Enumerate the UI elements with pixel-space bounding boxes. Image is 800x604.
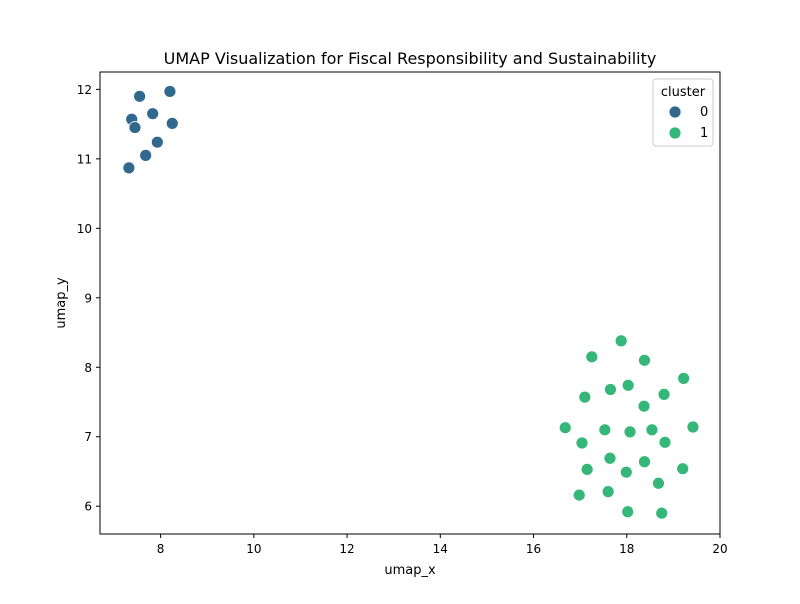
data-point-cluster-1	[657, 387, 671, 401]
data-point-cluster-1	[572, 488, 586, 502]
x-tick-label: 14	[433, 542, 448, 556]
y-tick-label: 6	[84, 500, 92, 514]
y-tick-label: 12	[77, 83, 92, 97]
plot-frame	[99, 71, 721, 535]
data-point-cluster-1	[601, 485, 615, 499]
data-point-cluster-1	[677, 371, 691, 385]
data-point-cluster-0	[150, 135, 164, 149]
legend-title: cluster	[661, 85, 706, 100]
data-point-cluster-1	[638, 353, 651, 367]
data-point-cluster-0	[163, 85, 177, 98]
data-point-cluster-1	[575, 436, 589, 450]
x-tick-label: 10	[246, 542, 261, 556]
x-tick-label: 18	[619, 542, 634, 556]
legend-label-0: 0	[700, 105, 708, 120]
data-point-cluster-1	[619, 465, 633, 479]
data-point-cluster-1	[686, 420, 700, 434]
data-point-cluster-0	[133, 89, 147, 103]
y-tick-label: 10	[77, 222, 92, 236]
data-point-cluster-0	[146, 107, 160, 121]
data-point-cluster-1	[638, 455, 651, 469]
data-point-cluster-1	[655, 506, 669, 520]
data-point-cluster-1	[585, 350, 599, 364]
y-tick-label: 11	[77, 152, 92, 166]
data-point-cluster-1	[614, 334, 628, 348]
data-point-cluster-1	[578, 390, 592, 404]
y-tick-label: 9	[84, 291, 92, 305]
legend-label-1: 1	[700, 126, 708, 141]
x-tick-label: 12	[339, 542, 354, 556]
chart-title: UMAP Visualization for Fiscal Responsibi…	[164, 49, 657, 68]
data-point-cluster-1	[645, 423, 659, 437]
data-point-cluster-0	[165, 117, 179, 130]
data-point-cluster-1	[604, 383, 617, 396]
data-point-cluster-1	[637, 399, 651, 413]
data-point-cluster-1	[658, 435, 672, 449]
legend-marker-0	[668, 105, 682, 119]
data-point-cluster-1	[621, 505, 635, 519]
y-axis-label: umap_y	[54, 277, 69, 329]
data-point-cluster-0	[139, 148, 153, 162]
data-point-cluster-1	[603, 451, 617, 465]
data-point-cluster-1	[676, 462, 690, 476]
data-point-cluster-1	[580, 462, 594, 476]
x-tick-label: 20	[712, 542, 727, 556]
y-tick-label: 7	[84, 430, 92, 444]
legend: cluster 0 1	[652, 78, 714, 147]
data-point-cluster-1	[621, 378, 635, 392]
x-tick-label: 16	[526, 542, 541, 556]
data-points	[122, 85, 700, 520]
legend-marker-1	[668, 126, 682, 140]
data-point-cluster-1	[623, 425, 637, 439]
x-tick-label: 8	[157, 542, 165, 556]
data-point-cluster-1	[598, 423, 612, 437]
legend-box	[652, 78, 714, 147]
data-point-cluster-1	[652, 476, 665, 490]
data-point-cluster-0	[122, 161, 136, 175]
data-point-cluster-0	[128, 121, 142, 134]
x-axis-label: umap_x	[384, 563, 436, 578]
data-point-cluster-1	[558, 421, 572, 435]
y-tick-label: 8	[84, 361, 92, 375]
